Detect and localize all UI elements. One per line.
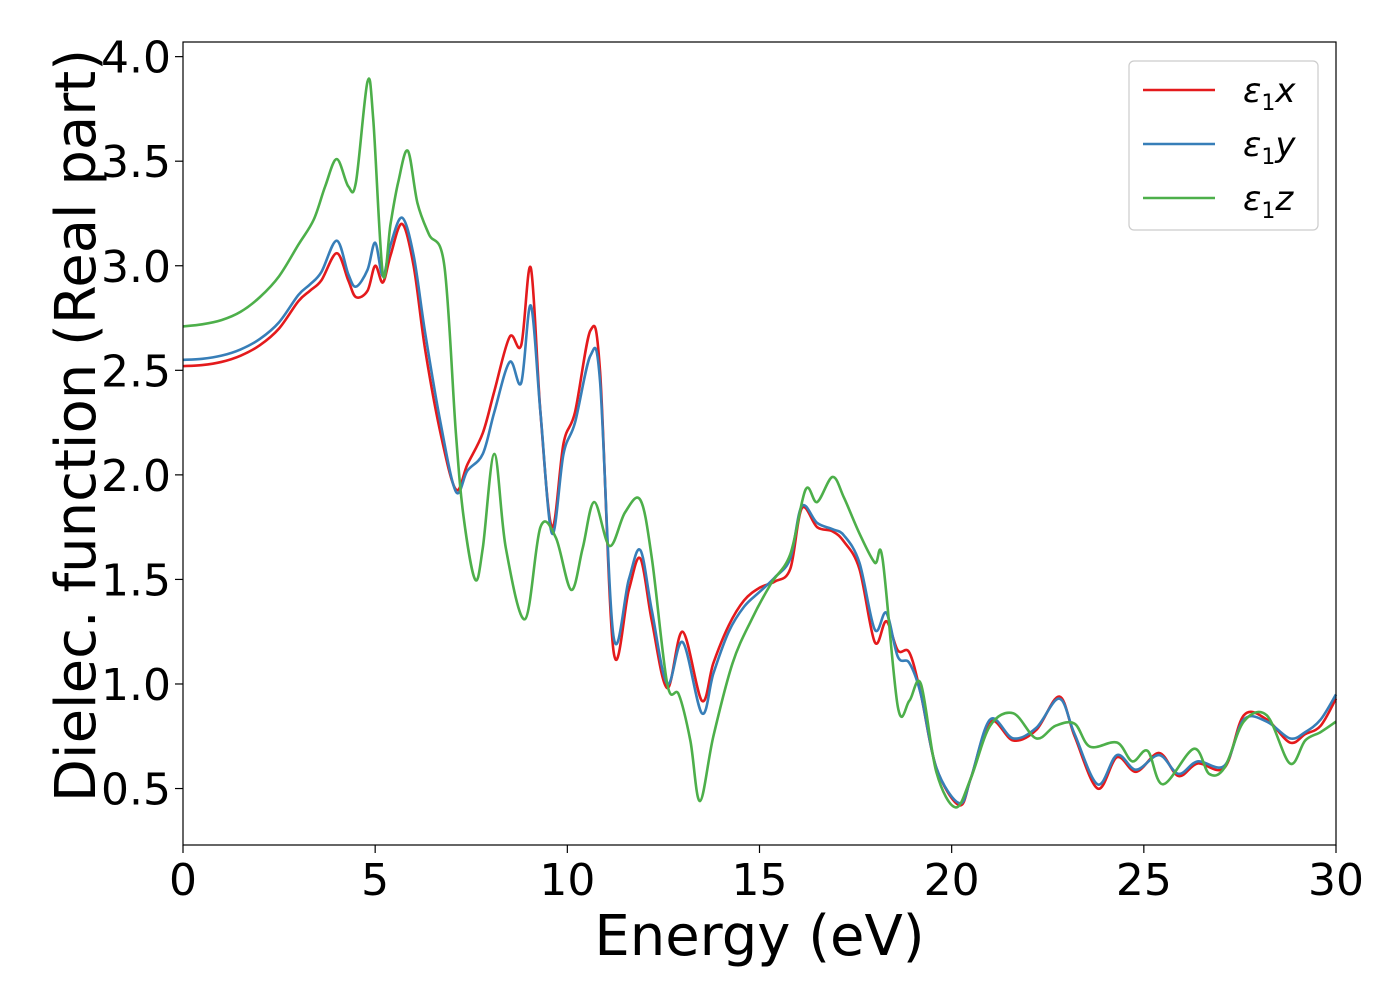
y-tick-label: 4.0: [101, 33, 171, 84]
x-axis-title: Energy (eV): [594, 904, 924, 969]
series-line-z: [182, 77, 1337, 809]
x-tick-label: 20: [924, 855, 980, 906]
series-line-x: [182, 222, 1338, 807]
legend: ε1x ε1y ε1z: [1128, 60, 1319, 231]
x-axis-ticks: 0 5 10 15 20 25 30: [169, 845, 1364, 906]
x-tick-label: 15: [732, 855, 788, 906]
y-tick-label: 1.0: [101, 660, 171, 711]
x-tick-label: 25: [1116, 855, 1172, 906]
legend-box: [1128, 60, 1319, 231]
legend-label-y: ε1y: [1243, 125, 1296, 170]
y-tick-label: 1.5: [101, 555, 171, 606]
legend-label-x: ε1x: [1243, 71, 1296, 116]
series-layer: [182, 77, 1338, 809]
y-tick-label: 3.5: [101, 137, 171, 188]
y-axis-ticks: 0.5 1.0 1.5 2.0 2.5 3.0 3.5 4.0: [101, 33, 183, 816]
y-tick-label: 0.5: [101, 765, 171, 816]
x-tick-label: 5: [361, 855, 389, 906]
x-tick-label: 10: [539, 855, 595, 906]
legend-label-z: ε1z: [1243, 179, 1294, 224]
y-tick-label: 2.0: [101, 451, 171, 502]
y-tick-label: 3.0: [101, 242, 171, 293]
y-axis-title: Dielec. function (Real part): [44, 49, 109, 802]
y-tick-label: 2.5: [101, 346, 171, 397]
x-tick-label: 30: [1308, 855, 1364, 906]
x-tick-label: 0: [169, 855, 197, 906]
series-line-y: [182, 216, 1338, 805]
